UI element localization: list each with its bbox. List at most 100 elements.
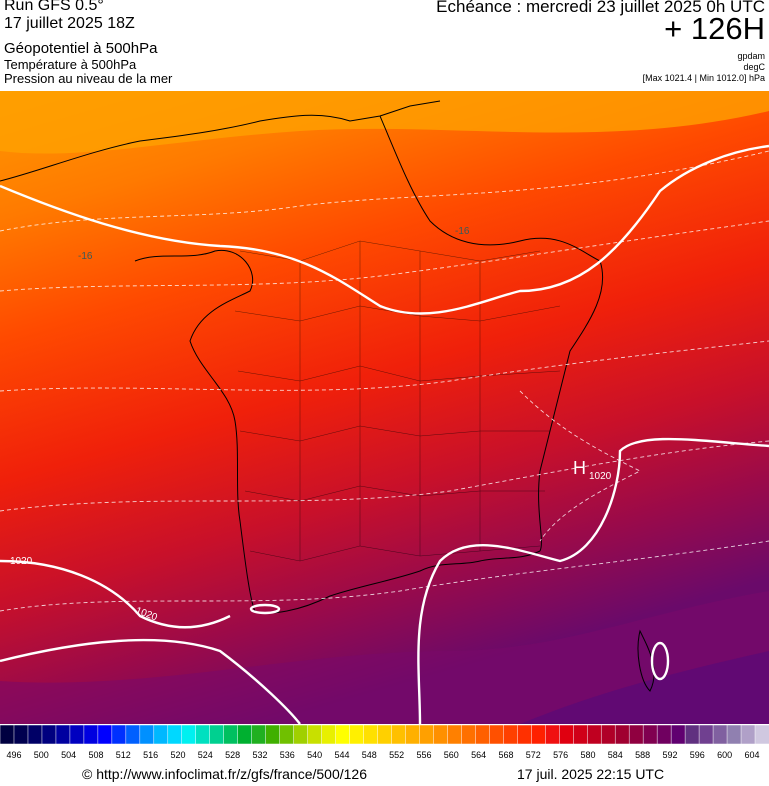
source-url[interactable]: © http://www.infoclimat.fr/z/gfs/france/…: [82, 766, 367, 782]
color-scale-tick-label: 604: [744, 750, 759, 760]
color-scale-swatch: [391, 725, 407, 744]
color-scale-swatch: [181, 725, 197, 744]
color-scale-swatch: [83, 725, 99, 744]
color-scale-tick-label: 500: [34, 750, 49, 760]
color-scale-swatch: [195, 725, 211, 744]
color-scale-swatch: [419, 725, 435, 744]
unit-geopotential: gpdam: [737, 51, 765, 61]
color-scale-swatch: [405, 725, 421, 744]
color-scale-swatch: [139, 725, 155, 744]
color-scale-swatch: [251, 725, 267, 744]
geopotential-field: [0, 91, 769, 724]
color-scale-swatch: [754, 725, 769, 744]
color-scale-tick-label: 572: [526, 750, 541, 760]
color-scale-tick-label: 596: [690, 750, 705, 760]
color-scale-swatch: [600, 725, 616, 744]
color-scale-swatch: [167, 725, 183, 744]
color-scale-swatch: [503, 725, 519, 744]
color-scale-swatch: [377, 725, 393, 744]
color-scale-tick-label: 576: [553, 750, 568, 760]
color-scale-tick-label: 600: [717, 750, 732, 760]
color-scale-swatch: [614, 725, 630, 744]
color-scale-swatch: [447, 725, 463, 744]
band-purple-deep: [520, 651, 769, 724]
department-borders: [234, 240, 561, 562]
color-scale-swatch: [209, 725, 225, 744]
color-scale-tick-label: 532: [252, 750, 267, 760]
run-date: 17 juillet 2025 18Z: [4, 15, 135, 32]
color-scale-swatch: [489, 725, 505, 744]
color-scale-swatch: [69, 725, 85, 744]
color-scale-swatch: [684, 725, 700, 744]
weather-map[interactable]: -16 -16 1020 1020 H 1020: [0, 91, 769, 724]
color-scale-swatch: [223, 725, 239, 744]
color-scale-swatch: [545, 725, 561, 744]
color-scale-tick-label: 524: [198, 750, 213, 760]
color-scale-tick-label: 580: [580, 750, 595, 760]
isobars: [0, 144, 769, 724]
color-scale-tick-label: 548: [362, 750, 377, 760]
layer-geopotential-label: Géopotentiel à 500hPa: [4, 40, 158, 57]
color-scale-tick-label: 564: [471, 750, 486, 760]
pressure-range: [Max 1021.4 | Min 1012.0] hPa: [642, 73, 765, 83]
color-scale-tick-label: 544: [334, 750, 349, 760]
color-scale-swatch: [111, 725, 127, 744]
color-scale-swatch: [27, 725, 43, 744]
color-scale-tick-label: 508: [88, 750, 103, 760]
color-scale-swatch: [433, 725, 449, 744]
color-scale-tick-label: 520: [170, 750, 185, 760]
color-scale-swatch: [573, 725, 588, 744]
color-scale-tick-label: 568: [498, 750, 513, 760]
color-scale-swatch: [55, 725, 71, 744]
color-scale-tick-label: 552: [389, 750, 404, 760]
color-scale-tick-label: 560: [444, 750, 459, 760]
run-title: Run GFS 0.5°: [4, 0, 104, 14]
color-scale-swatch: [726, 725, 742, 744]
band-orange-light: [0, 91, 769, 154]
color-scale-swatch: [740, 725, 756, 744]
isotherm-label-16: -16: [78, 251, 93, 262]
color-scale-swatch: [712, 725, 728, 744]
color-scale-tick-label: 540: [307, 750, 322, 760]
color-scale-tick-label: 528: [225, 750, 240, 760]
color-scale-tick-label: 556: [416, 750, 431, 760]
color-scale-tick-label: 496: [6, 750, 21, 760]
color-scale-swatch: [125, 725, 141, 744]
color-scale-swatch: [307, 725, 323, 744]
color-scale-tick-label: 516: [143, 750, 158, 760]
color-scale-tick-label: 588: [635, 750, 650, 760]
forecast-horizon: + 126H: [664, 11, 765, 46]
color-scale-swatch: [656, 725, 672, 744]
color-scale-swatch: [363, 725, 379, 744]
color-scale-swatch: [13, 725, 29, 744]
color-scale-swatch: [153, 725, 169, 744]
color-scale-tick-label: 504: [61, 750, 76, 760]
color-scale-swatch: [349, 725, 365, 744]
color-scale-swatch: [642, 725, 658, 744]
color-scale-swatch: [559, 725, 575, 744]
color-scale-swatch: [461, 725, 477, 744]
color-scale-swatch: [41, 725, 57, 744]
color-scale-swatch: [293, 725, 309, 744]
color-scale-swatch: [586, 725, 602, 744]
color-scale-swatch: [628, 725, 644, 744]
band-purple: [0, 591, 769, 724]
layer-pressure-label: Pression au niveau de la mer: [4, 71, 173, 86]
high-pressure-value: 1020: [589, 471, 612, 482]
color-scale-bar: [0, 725, 769, 744]
isobar-label-1020-west: 1020: [10, 556, 33, 567]
color-scale-swatch: [698, 725, 714, 744]
color-scale-swatch: [237, 725, 253, 744]
isotherms: [0, 150, 769, 612]
color-scale-swatch: [670, 725, 686, 744]
color-scale-tick-label: 536: [280, 750, 295, 760]
unit-temperature: degC: [743, 62, 765, 72]
color-scale-swatch: [97, 725, 113, 744]
color-scale-tick-label: 592: [662, 750, 677, 760]
high-pressure-letter: H: [573, 458, 586, 478]
color-scale-swatch: [475, 725, 491, 744]
color-scale-swatch: [0, 725, 15, 744]
color-scale-tick-label: 512: [116, 750, 131, 760]
color-scale-tick-label: 584: [608, 750, 623, 760]
color-scale-swatch: [531, 725, 547, 744]
